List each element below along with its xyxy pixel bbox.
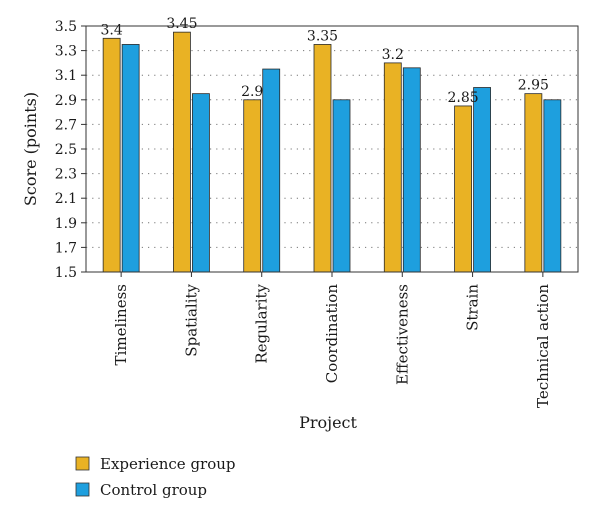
y-axis-ticks: 1.5 1.7 1.9 2.1 2.3 2.5 2.7 2.9 3.1 3.3 3.5 [55, 19, 86, 281]
x-axis-title: Project [299, 413, 357, 432]
y-tick-label: 2.1 [55, 191, 77, 207]
y-tick-label: 2.9 [55, 93, 77, 109]
y-tick-label: 3.3 [55, 44, 77, 60]
bar-experience-group [173, 31, 191, 273]
bar-experience-group [454, 105, 472, 273]
legend-label-experience: Experience group [100, 455, 236, 473]
bar-control-group [473, 87, 491, 273]
bar-experience-group [383, 62, 402, 273]
legend-swatch-control [75, 482, 90, 497]
bar-experience-group [102, 37, 121, 273]
data-label: 3.35 [307, 28, 338, 44]
y-tick-label: 1.7 [55, 240, 77, 256]
legend-label-control: Control group [100, 481, 207, 499]
x-category-label: Coordination [323, 284, 341, 384]
bar-control-group [121, 44, 140, 273]
data-label: 3.4 [101, 22, 123, 38]
bars [102, 31, 562, 273]
y-tick-label: 3.5 [55, 19, 77, 35]
x-category-label: Spatiality [182, 283, 200, 356]
data-labels: 3.4 3.45 2.9 3.35 3.2 2.85 2.95 [101, 16, 549, 106]
y-tick-label: 1.5 [55, 265, 77, 281]
x-axis-category-labels: Timeliness Spatiality Regularity Coordinati… [112, 272, 552, 408]
x-category-label: Technical action [534, 284, 552, 408]
y-tick-label: 1.9 [55, 216, 77, 232]
y-tick-label: 2.3 [55, 167, 77, 183]
x-category-label: Regularity [253, 283, 271, 363]
bar-control-group [262, 68, 281, 273]
data-label: 2.9 [241, 84, 263, 100]
data-label: 2.85 [447, 90, 478, 106]
x-category-label: Effectiveness [393, 284, 411, 385]
x-category-label: Strain [464, 284, 482, 331]
bar-control-group [332, 99, 351, 273]
bar-experience-group [243, 99, 262, 273]
x-category-label: Timeliness [112, 284, 130, 365]
bar-experience-group [524, 93, 543, 273]
y-tick-label: 2.7 [55, 117, 77, 133]
legend: Experience group Control group [75, 455, 236, 499]
data-label: 3.45 [166, 16, 197, 32]
data-label: 2.95 [518, 78, 549, 94]
y-tick-label: 3.1 [55, 68, 77, 84]
plot-area-frame [85, 25, 579, 273]
bar-control-group [543, 99, 562, 273]
data-label: 3.2 [382, 47, 404, 63]
bar-control-group [192, 93, 210, 273]
y-axis-title: Score (points) [21, 92, 40, 206]
bar-experience-group [313, 44, 332, 273]
legend-swatch-experience [75, 456, 90, 471]
y-tick-label: 2.5 [55, 142, 77, 158]
gridlines [86, 50, 578, 248]
bar-control-group [402, 67, 421, 273]
